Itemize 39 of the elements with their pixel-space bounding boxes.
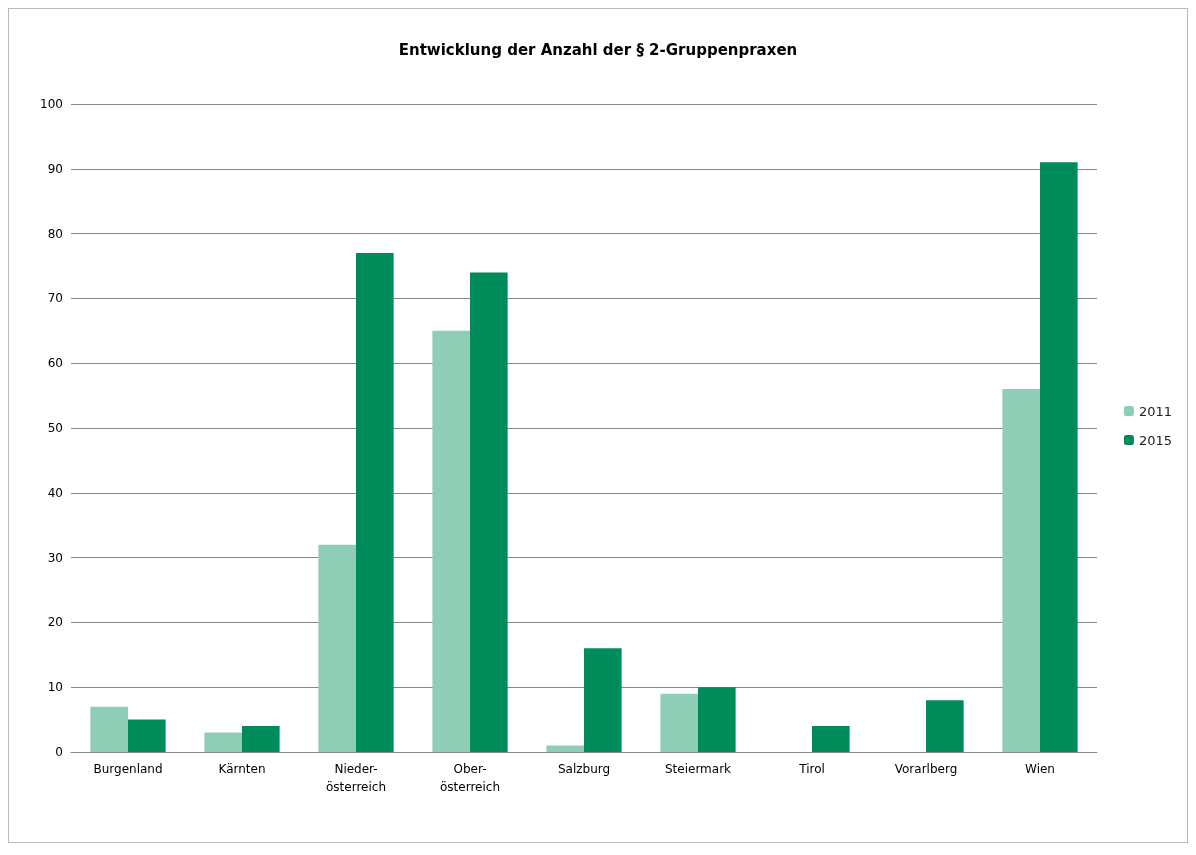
x-tick-label: Steiermark bbox=[664, 762, 732, 776]
chart-title: Entwicklung der Anzahl der § 2-Gruppenpraxen bbox=[398, 40, 798, 59]
bar bbox=[1002, 389, 1040, 752]
bar bbox=[432, 330, 470, 752]
bar bbox=[660, 693, 698, 752]
x-tick-label: Nieder- österreich bbox=[326, 762, 386, 794]
x-tick-label: Vorarlberg bbox=[894, 762, 958, 776]
y-tick-label: 10 bbox=[47, 680, 63, 695]
bar bbox=[242, 726, 280, 752]
x-tick-label: Ober- österreich bbox=[440, 762, 500, 794]
legend-label: 2015 bbox=[1138, 432, 1173, 448]
x-tick-label: Burgenland bbox=[93, 762, 163, 776]
y-tick-label: 60 bbox=[47, 356, 63, 371]
y-tick-label: 40 bbox=[47, 485, 63, 500]
x-tick-label: Kärnten bbox=[218, 762, 266, 776]
bar bbox=[812, 726, 850, 752]
bar bbox=[926, 700, 964, 752]
bar bbox=[1040, 162, 1078, 752]
y-tick-label: 20 bbox=[47, 615, 63, 630]
bar bbox=[698, 687, 736, 752]
bar bbox=[470, 272, 508, 752]
bar bbox=[584, 648, 622, 752]
bar bbox=[318, 544, 356, 752]
y-tick-label: 50 bbox=[47, 421, 63, 435]
bar bbox=[128, 719, 166, 752]
y-tick-label: 100 bbox=[40, 97, 63, 111]
y-tick-label: 80 bbox=[47, 226, 63, 241]
bar bbox=[204, 732, 242, 752]
x-tick-label: Salzburg bbox=[557, 762, 611, 776]
bar bbox=[546, 745, 584, 752]
x-tick-label: Tirol bbox=[798, 762, 825, 776]
legend-label: 2011 bbox=[1138, 403, 1173, 419]
y-tick-label: 70 bbox=[47, 291, 63, 306]
bar bbox=[90, 706, 128, 752]
y-tick-label: 30 bbox=[47, 550, 63, 565]
y-tick-label: 0 bbox=[55, 745, 63, 759]
y-tick-label: 90 bbox=[47, 161, 63, 176]
x-tick-label: Wien bbox=[1025, 762, 1055, 776]
bar bbox=[356, 253, 394, 752]
